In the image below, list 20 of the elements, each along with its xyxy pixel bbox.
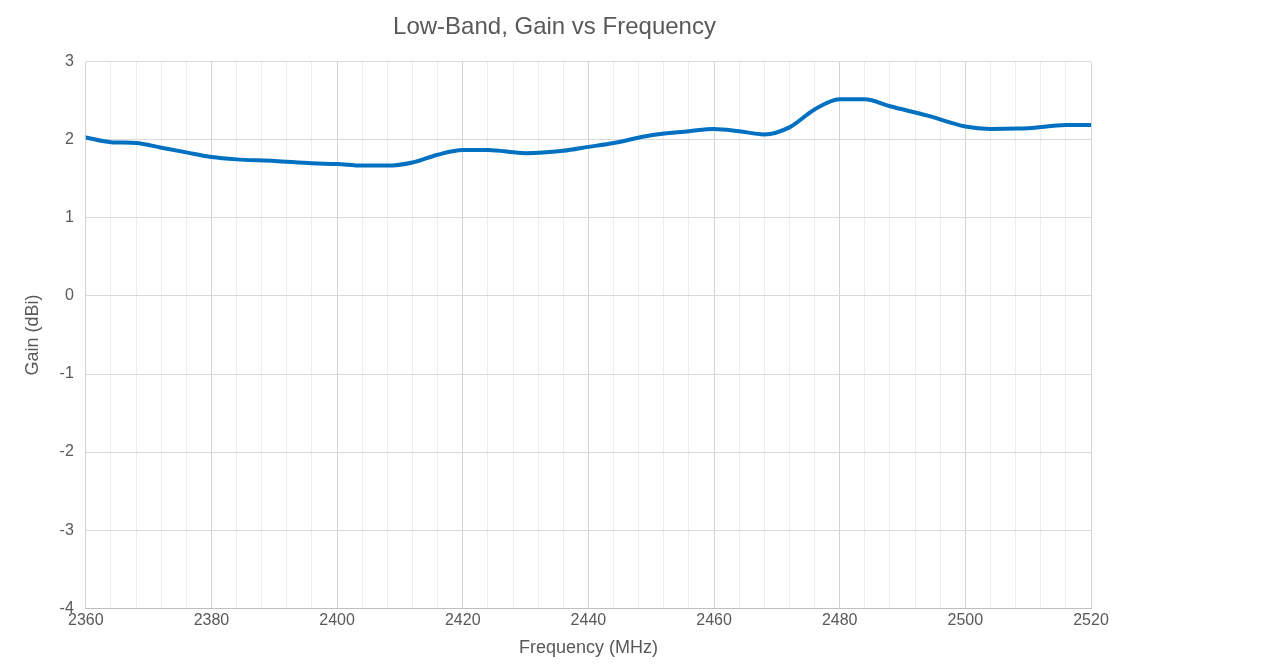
x-tick-label: 2360 <box>68 611 104 629</box>
x-tick-label: 2460 <box>696 611 732 629</box>
y-tick-label: -2 <box>59 442 74 460</box>
y-axis-title: Gain (dBi) <box>21 294 42 376</box>
chart-title: Low-Band, Gain vs Frequency <box>393 12 716 40</box>
line-series <box>85 97 1091 168</box>
x-axis-title: Frequency (MHz) <box>518 637 658 658</box>
y-tick-label: 3 <box>64 52 74 70</box>
y-tick-label: 1 <box>64 208 74 226</box>
y-tick-label: -1 <box>59 364 74 382</box>
x-tick-label: 2400 <box>319 611 356 629</box>
x-tick-label: 2380 <box>193 611 230 629</box>
x-tick-label: 2520 <box>1073 611 1109 629</box>
x-tick-label: 2500 <box>947 611 984 629</box>
y-tick-label: 0 <box>64 286 74 304</box>
x-tick-label: 2440 <box>570 611 607 629</box>
y-tick-label: 2 <box>64 130 74 148</box>
x-tick-label: 2480 <box>821 611 858 629</box>
x-tick-label: 2420 <box>444 611 481 629</box>
y-tick-label: -3 <box>59 520 74 538</box>
